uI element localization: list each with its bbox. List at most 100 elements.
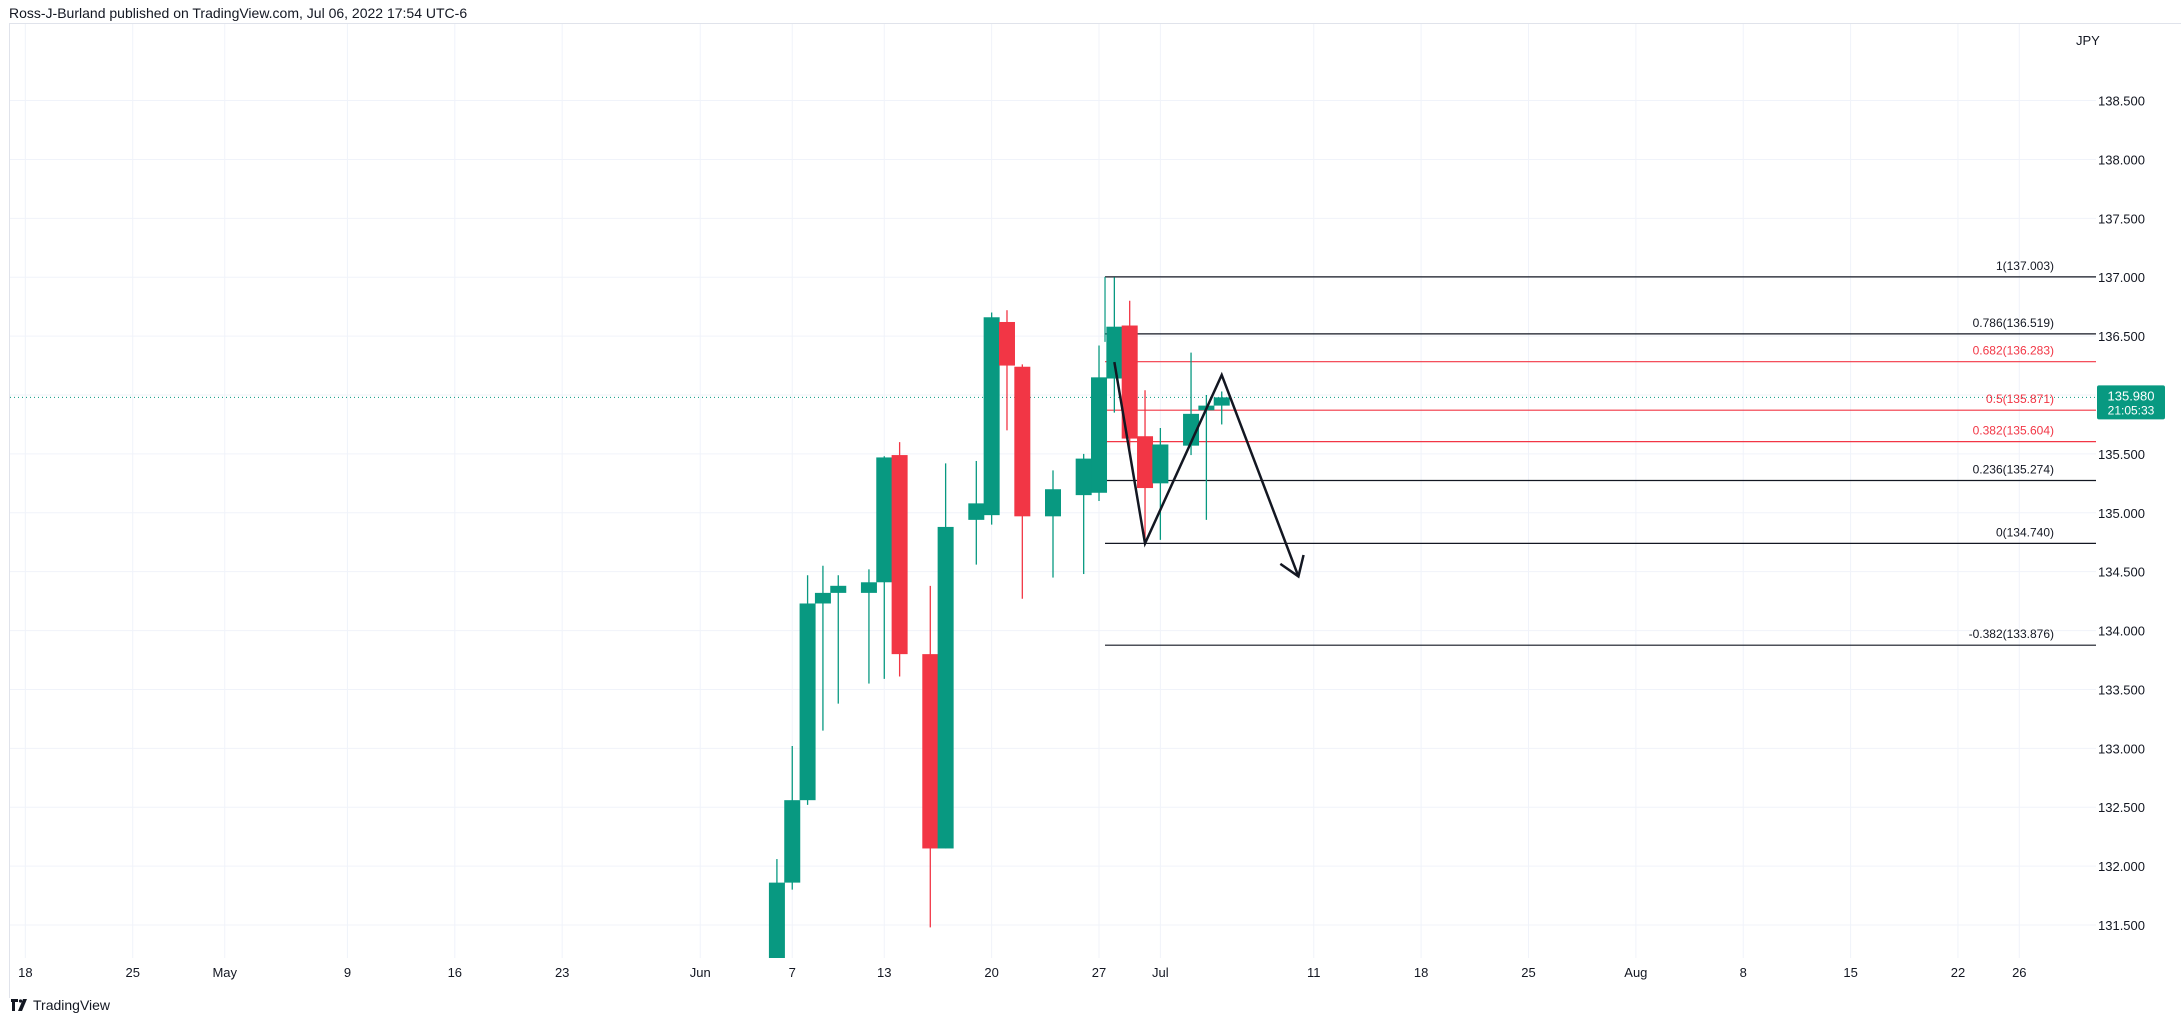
candle	[922, 585, 939, 928]
candle	[968, 460, 985, 565]
x-tick-label: 15	[1843, 965, 1857, 980]
y-tick-label: 136.500	[2098, 329, 2145, 344]
candle	[1137, 390, 1154, 544]
publisher-header: Ross-J-Burland published on TradingView.…	[9, 5, 468, 21]
candle	[1106, 277, 1123, 413]
candle	[1152, 427, 1169, 540]
candle	[1121, 300, 1138, 452]
tradingview-logo-icon	[11, 999, 27, 1011]
fib-level-label: 0.786(136.519)	[1973, 316, 2054, 330]
y-tick-label: 138.000	[2098, 152, 2145, 167]
candle-body	[1121, 325, 1138, 439]
x-tick-label: 22	[1951, 965, 1965, 980]
candle-body	[799, 603, 816, 801]
candle-body	[1075, 458, 1092, 496]
y-tick-label: 133.000	[2098, 741, 2145, 756]
x-tick-label: 18	[18, 965, 32, 980]
candle-body	[937, 526, 954, 849]
x-tick-label: 25	[125, 965, 139, 980]
candle	[1091, 345, 1108, 502]
candle-body	[876, 457, 893, 583]
x-tick-label: 8	[1740, 965, 1747, 980]
x-tick-label: 27	[1092, 965, 1106, 980]
candle	[830, 575, 847, 704]
candle-body	[830, 585, 847, 593]
candle	[1075, 453, 1092, 575]
candle-body	[998, 321, 1015, 366]
fib-level-label: 0.236(135.274)	[1973, 463, 2054, 477]
x-tick-label: 26	[2012, 965, 2026, 980]
candle-body	[1137, 436, 1154, 489]
x-tick-label: 11	[1307, 965, 1321, 980]
fib-level-label: 0.382(135.604)	[1973, 424, 2054, 438]
candle-body	[922, 654, 939, 849]
candle-body	[1045, 489, 1061, 517]
y-tick-label: 133.500	[2098, 682, 2145, 697]
y-tick-label: 131.500	[2098, 918, 2145, 933]
footer-brand-text: TradingView	[33, 997, 111, 1013]
projection-arrowhead	[1279, 554, 1305, 579]
candle-body	[814, 592, 831, 604]
candle	[1198, 395, 1215, 520]
candle-body	[1014, 366, 1031, 517]
candle	[860, 569, 877, 684]
x-tick-label: Jul	[1152, 965, 1169, 980]
candle	[814, 565, 831, 731]
candle-body	[1152, 444, 1169, 484]
candle	[1183, 352, 1200, 456]
candle-body	[1106, 326, 1123, 379]
x-tick-label: 7	[789, 965, 796, 980]
candle	[998, 310, 1015, 431]
currency-label: JPY	[2076, 33, 2100, 48]
fibonacci-retracement: 1(137.003) 0.786(136.519) 0.682(136.283) 0.…	[1104, 259, 2096, 646]
x-tick-label: Aug	[1624, 965, 1647, 980]
y-tick-label: 134.000	[2098, 624, 2145, 639]
chart-grid	[10, 24, 2096, 958]
x-tick-label: 18	[1414, 965, 1428, 980]
candle	[768, 859, 785, 958]
fib-level-label: 0(134.740)	[1996, 525, 2054, 539]
x-axis: 18 25 May 9 16 23 Jun 7 13 20 27 Jul 11 18 25 Aug 8 15 22 2…	[18, 965, 2026, 980]
y-tick-label: 132.000	[2098, 859, 2145, 874]
fib-level-label: 1(137.003)	[1996, 259, 2054, 273]
candle	[876, 456, 893, 679]
footer-branding[interactable]: TradingView	[11, 997, 110, 1013]
fib-level-label: 0.682(136.283)	[1973, 344, 2054, 358]
candle	[1045, 470, 1061, 578]
candle-body	[1213, 397, 1230, 406]
x-tick-label: 25	[1521, 965, 1535, 980]
candle-body	[968, 503, 985, 520]
y-tick-label: 137.500	[2098, 211, 2145, 226]
y-tick-label: 134.500	[2098, 565, 2145, 580]
chart-frame	[9, 23, 2181, 998]
candle-body	[891, 455, 908, 655]
x-tick-label: May	[212, 965, 237, 980]
y-tick-label: 138.500	[2098, 94, 2145, 109]
candle-body	[784, 800, 801, 883]
x-tick-label: 20	[984, 965, 998, 980]
candle	[799, 575, 816, 805]
x-tick-label: 23	[555, 965, 569, 980]
candle-body	[768, 882, 785, 958]
trend-projection-drawing	[1113, 361, 1305, 579]
x-tick-label: Jun	[690, 965, 711, 980]
candle	[784, 745, 801, 890]
x-tick-label: 9	[344, 965, 351, 980]
last-price-value: 135.980	[2108, 388, 2155, 403]
candle	[891, 442, 908, 677]
candle-body	[1183, 413, 1200, 446]
y-axis: 131.500 132.000 132.500 133.000 133.500 134.0…	[2076, 33, 2145, 933]
fib-level-label: -0.382(133.876)	[1969, 627, 2054, 641]
y-tick-label: 137.000	[2098, 270, 2145, 285]
projection-path	[1113, 361, 1300, 577]
candle	[937, 463, 954, 849]
candlestick-series	[768, 277, 1230, 958]
x-tick-label: 16	[448, 965, 462, 980]
y-tick-label: 135.000	[2098, 506, 2145, 521]
last-price-badge	[2097, 385, 2165, 420]
candle-body	[860, 582, 877, 593]
candle	[1014, 364, 1031, 599]
candle	[983, 312, 1000, 525]
